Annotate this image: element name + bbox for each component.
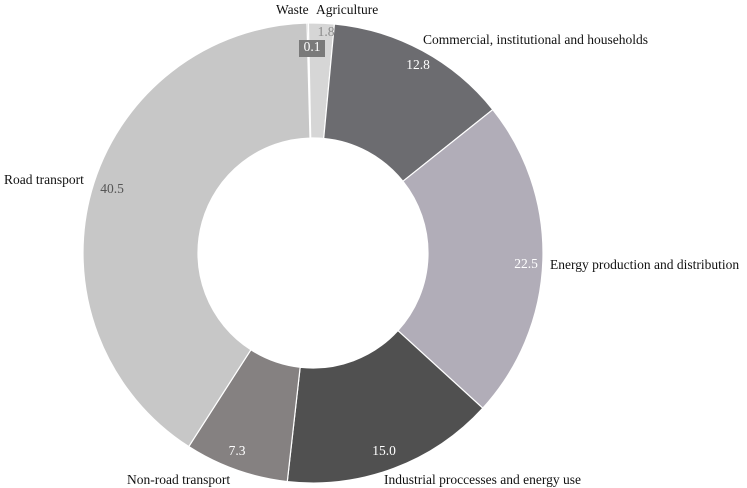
value-label-box-waste	[299, 40, 325, 57]
value-label-agriculture: 1.8	[318, 24, 335, 39]
category-label-energy-production-and-distribution: Energy production and distribution	[550, 257, 739, 272]
value-label-industrial-proccesses-and-energy-use: 15.0	[372, 443, 396, 458]
category-label-non-road-transport: Non-road transport	[127, 472, 230, 487]
slice-industrial-proccesses-and-energy-use	[286, 329, 484, 484]
category-label-agriculture: Agriculture	[316, 2, 378, 17]
category-label-road-transport: Road transport	[4, 172, 84, 187]
category-label-commercial-institutional-and-households: Commercial, institutional and households	[423, 32, 648, 47]
value-label-non-road-transport: 7.3	[229, 443, 246, 458]
slice-road-transport	[82, 22, 311, 448]
slice-energy-production-and-distribution	[397, 108, 544, 409]
donut-value-labels: 0.11.8 12.8 22.5 15.0 7.3 40.5	[100, 24, 538, 458]
donut-category-labels: Waste Agriculture Commercial, institutiona…	[4, 2, 739, 487]
category-label-waste: Waste	[276, 2, 309, 17]
value-label-waste: 0.1	[304, 39, 321, 54]
category-label-industrial-proccesses-and-energy-use: Industrial proccesses and energy use	[384, 472, 581, 487]
value-label-road-transport: 40.5	[100, 181, 124, 196]
value-label-energy-production-and-distribution: 22.5	[514, 256, 538, 271]
donut-slices	[82, 22, 544, 484]
value-label-commercial-institutional-and-households: 12.8	[406, 57, 430, 72]
